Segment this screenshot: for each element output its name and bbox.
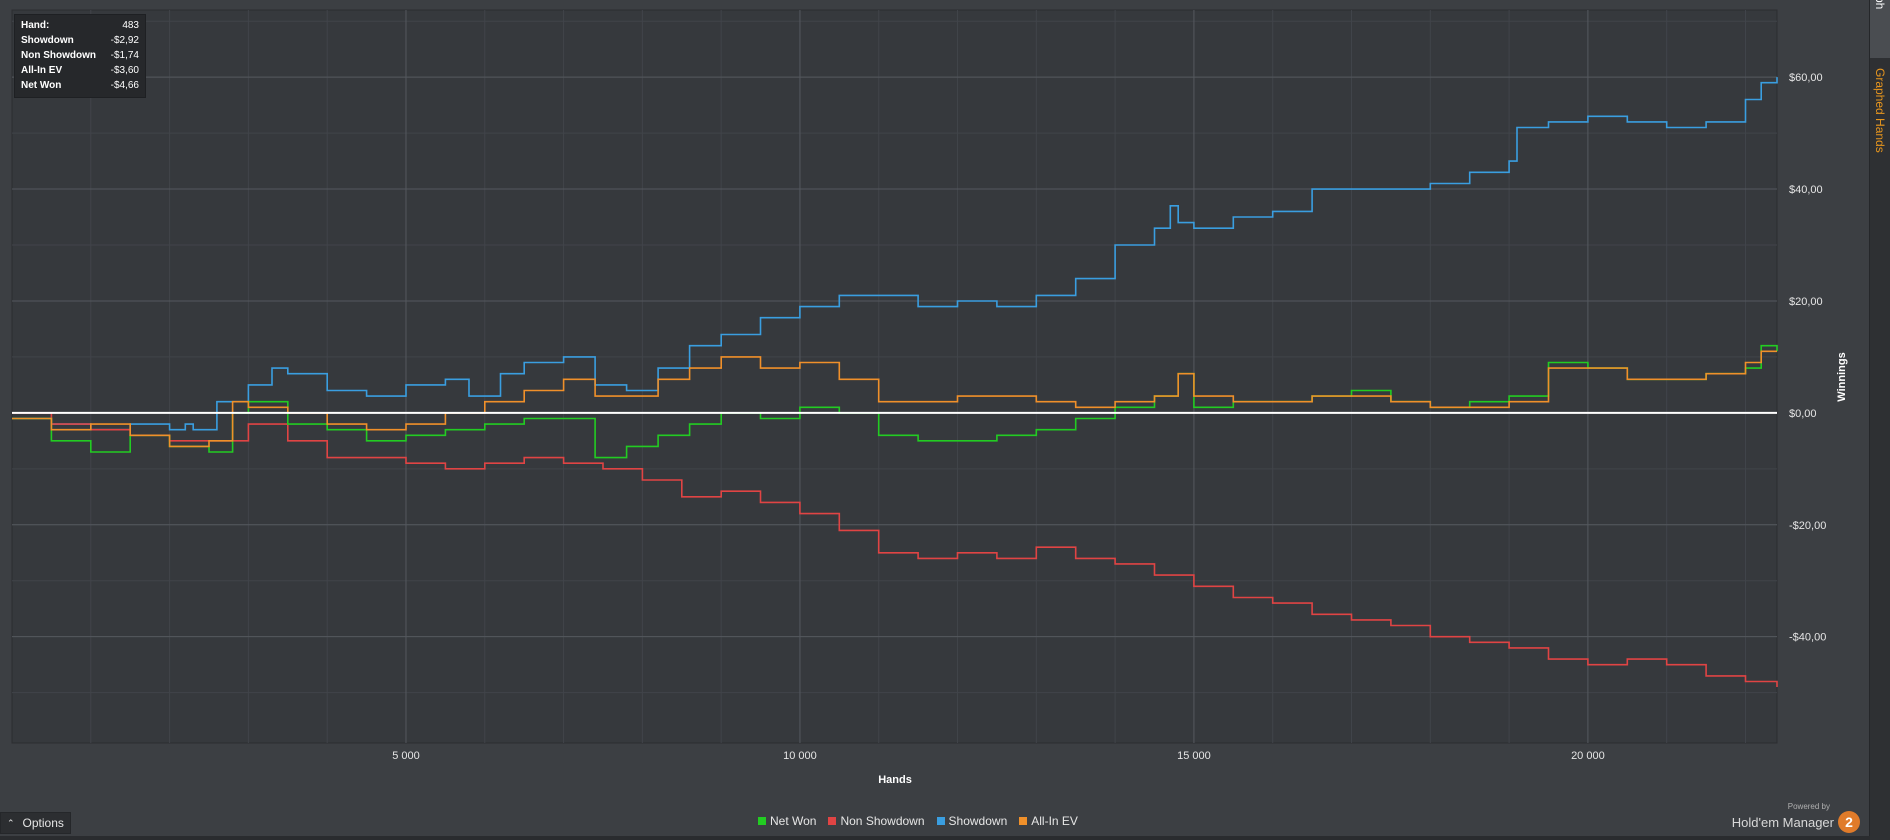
series-line-showdown — [12, 77, 1778, 431]
legend-label: Non Showdown — [840, 814, 925, 828]
legend-label: All-In EV — [1031, 814, 1078, 828]
options-button[interactable]: ⌃ Options — [0, 812, 71, 834]
tooltip-label: Showdown — [21, 35, 74, 46]
plot-area — [11, 9, 1778, 744]
tooltip-row-net-won: Net Won -$4,66 — [15, 78, 145, 93]
chart-legend: Net Won Non Showdown Showdown All-In EV — [758, 814, 1078, 828]
series-line-non-showdown — [12, 412, 1778, 687]
legend-label: Showdown — [948, 814, 1008, 828]
tooltip-row-showdown: Showdown -$2,92 — [15, 33, 145, 48]
brand-powered-by: Powered by — [1787, 802, 1830, 811]
legend-swatch — [936, 817, 945, 825]
tab-graph[interactable]: Graph — [1870, 0, 1890, 58]
x-axis-label: Hands — [878, 774, 912, 786]
legend-swatch — [1019, 817, 1028, 825]
x-tick-label: 10 000 — [783, 750, 817, 762]
y-tick-label: -$20,00 — [1789, 520, 1826, 532]
legend-item-non-showdown[interactable]: Non Showdown — [828, 814, 925, 828]
y-tick-label: -$40,00 — [1789, 632, 1826, 644]
tooltip-value: 483 — [122, 20, 139, 31]
tooltip-row-allin-ev: All-In EV -$3,60 — [15, 63, 145, 78]
tooltip-row-non-showdown: Non Showdown -$1,74 — [15, 48, 145, 63]
x-tick-label: 20 000 — [1571, 750, 1605, 762]
y-tick-label: $0,00 — [1789, 408, 1817, 420]
hand-tooltip: Hand: 483 Showdown -$2,92 Non Showdown -… — [14, 14, 146, 98]
options-label: Options — [22, 816, 64, 830]
tooltip-value: -$4,66 — [110, 80, 139, 91]
y-tick-label: $60,00 — [1789, 72, 1823, 84]
tooltip-value: -$1,74 — [110, 50, 139, 61]
brand-badge-icon: 2 — [1838, 811, 1860, 833]
tab-graphed-hands[interactable]: Graphed Hands — [1873, 68, 1887, 153]
side-panel-tabs: Graph Graphed Hands — [1869, 0, 1890, 840]
series-lines — [12, 77, 1778, 687]
tooltip-label: Hand: — [21, 20, 50, 31]
legend-swatch — [758, 817, 766, 825]
bottom-border — [0, 836, 1870, 840]
tooltip-label: Non Showdown — [21, 50, 96, 61]
tooltip-value: -$3,60 — [110, 65, 139, 76]
legend-item-showdown[interactable]: Showdown — [936, 814, 1008, 828]
legend-item-net-won[interactable]: Net Won — [758, 814, 816, 828]
y-tick-label: $40,00 — [1789, 184, 1823, 196]
y-axis-label: Winnings — [1836, 352, 1848, 401]
x-tick-label: 5 000 — [392, 750, 420, 762]
grid-lines — [12, 10, 1777, 743]
tooltip-label: All-In EV — [21, 65, 63, 76]
tooltip-label: Net Won — [21, 80, 62, 91]
tooltip-value: -$2,92 — [110, 35, 139, 46]
brand-logo: Powered by Hold'em Manager 2 — [1732, 802, 1860, 833]
chevron-up-icon: ⌃ — [7, 818, 15, 828]
legend-label: Net Won — [770, 814, 817, 828]
legend-item-allin-ev[interactable]: All-In EV — [1019, 814, 1078, 828]
tab-graph-label: Graph — [1873, 0, 1887, 9]
tooltip-row-hand: Hand: 483 — [15, 18, 145, 33]
series-line-all-in-ev — [12, 350, 1777, 448]
legend-swatch — [828, 817, 837, 825]
axis-ticks: 5 000 10 000 15 000 20 000 $60,00 $40,00 $20,0… — [392, 72, 1826, 762]
series-line-net-won — [12, 344, 1778, 459]
x-tick-label: 15 000 — [1177, 750, 1211, 762]
brand-name: Hold'em Manager — [1731, 814, 1834, 830]
y-tick-label: $20,00 — [1789, 296, 1823, 308]
